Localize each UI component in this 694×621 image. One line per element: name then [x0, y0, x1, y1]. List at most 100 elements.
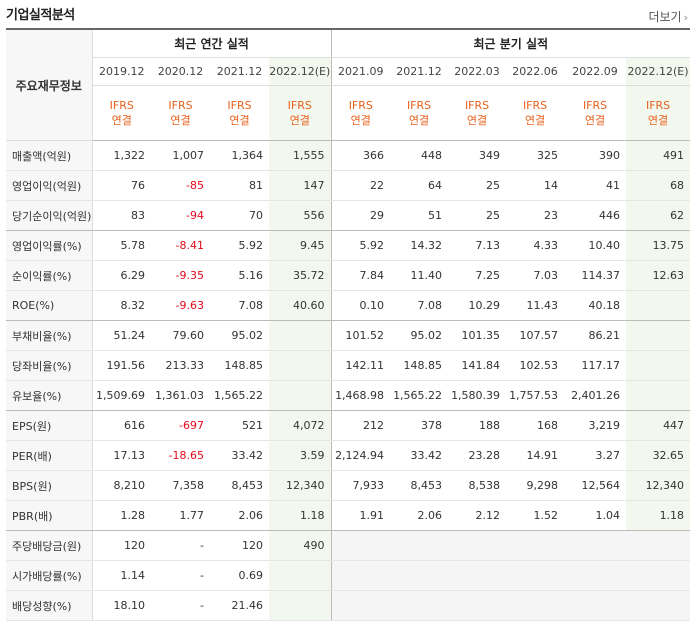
table-cell: -	[151, 530, 210, 561]
table-cell: 448	[390, 140, 449, 171]
basis-bottom-label: 연결	[408, 114, 430, 127]
table-row: PER(배) 17.13 -18.65 33.42 3.59 2,124.94 33.42 2…	[6, 440, 691, 471]
table-cell: 62	[626, 200, 691, 231]
table-row: EPS(원) 616 -697 521 4,072 212 378 188 168 3,219 44…	[6, 410, 691, 441]
table-cell: 1,468.98	[331, 380, 391, 411]
table-cell: 349	[448, 140, 507, 171]
table-cell: 213.33	[151, 350, 210, 381]
table-cell: 1.28	[92, 500, 151, 531]
table-cell: 17.13	[92, 440, 151, 471]
table-cell	[564, 560, 627, 591]
period-header: 2022.03	[448, 57, 507, 86]
table-cell: 148.85	[210, 350, 269, 381]
table-cell: 168	[506, 410, 565, 441]
table-row: 영업이익(억원) 76 -85 81 147 22 64 25 14 41 68	[6, 170, 691, 201]
table-row: 영업이익률(%) 5.78 -8.41 5.92 9.45 5.92 14.32 7.13 4.…	[6, 230, 691, 261]
table-cell: 390	[564, 140, 627, 171]
table-cell: 8,538	[448, 470, 507, 501]
table-cell: 7,358	[151, 470, 210, 501]
table-cell: 325	[506, 140, 565, 171]
basis-header: IFRS 연결	[331, 85, 391, 141]
table-cell: 378	[390, 410, 449, 441]
table-cell: 10.29	[448, 290, 507, 321]
table-cell: 1.52	[506, 500, 565, 531]
basis-bottom-label: 연결	[111, 114, 132, 127]
table-corner-label: 주요재무정보	[6, 28, 93, 141]
table-cell: 95.02	[210, 320, 269, 351]
table-cell: 1.18	[269, 500, 332, 531]
row-label: 당기순이익(억원)	[6, 200, 93, 231]
table-cell: 616	[92, 410, 151, 441]
table-cell: 142.11	[331, 350, 391, 381]
table-cell	[506, 590, 565, 621]
row-label: 유보율(%)	[6, 380, 93, 411]
table-cell: 4.33	[506, 230, 565, 261]
table-row: 주당배당금(원) 120-120 490	[6, 530, 691, 561]
table-cell	[331, 590, 391, 621]
table-cell: 7.08	[390, 290, 449, 321]
table-cell: 21.46	[210, 590, 269, 621]
table-cell: 7,933	[331, 470, 391, 501]
table-row: 배당성향(%) 18.10-21.46	[6, 590, 691, 621]
table-cell: 556	[269, 200, 332, 231]
basis-top-label: IFRS	[582, 99, 608, 112]
table-cell	[626, 560, 691, 591]
table-cell: 1,565.22	[390, 380, 449, 411]
table-cell: 2.06	[390, 500, 449, 531]
basis-bottom-label: 연결	[524, 114, 546, 127]
table-cell: 12,340	[626, 470, 691, 501]
more-link[interactable]: 더보기 ›	[648, 8, 688, 25]
table-cell: 9.45	[269, 230, 332, 261]
row-label: 시가배당률(%)	[6, 560, 93, 591]
table-cell: 83	[92, 200, 151, 231]
table-cell: 1,555	[269, 140, 332, 171]
table-cell: 76	[92, 170, 151, 201]
table-cell: 2,401.26	[564, 380, 627, 411]
table-cell: 101.52	[331, 320, 391, 351]
basis-bottom-label: 연결	[466, 114, 488, 127]
table-cell: 68	[626, 170, 691, 201]
table-cell	[626, 380, 691, 411]
period-header: 2020.12	[151, 57, 210, 86]
table-cell: 64	[390, 170, 449, 201]
table-cell	[269, 590, 332, 621]
table-cell: 8,453	[390, 470, 449, 501]
row-label: 당좌비율(%)	[6, 350, 93, 381]
table-cell: 1.04	[564, 500, 627, 531]
table-cell: 81	[210, 170, 269, 201]
basis-top-label: IFRS	[406, 99, 432, 112]
basis-top-label: IFRS	[227, 99, 252, 112]
table-cell: -	[151, 560, 210, 591]
table-cell	[390, 530, 449, 561]
table-row: BPS(원) 8,210 7,358 8,453 12,340 7,933 8,453 8,5…	[6, 470, 691, 501]
table-cell: 1,007	[151, 140, 210, 171]
more-link-label: 더보기	[648, 10, 682, 24]
table-cell: 14	[506, 170, 565, 201]
table-cell: 8,210	[92, 470, 151, 501]
table-cell: 51	[390, 200, 449, 231]
table-row: 부채비율(%) 51.24 79.60 95.02 101.52 95.02 101.35 1…	[6, 320, 691, 351]
table-row: PBR(배) 1.28 1.77 2.06 1.18 1.91 2.06 2.12 1.52 1.…	[6, 500, 691, 531]
table-cell: 148.85	[390, 350, 449, 381]
basis-bottom-label: 연결	[170, 114, 191, 127]
chevron-right-icon: ›	[683, 11, 688, 24]
table-cell	[331, 560, 391, 591]
period-header: 2021.09	[331, 57, 391, 86]
period-header: 2022.06	[506, 57, 565, 86]
basis-header: IFRS 연결	[448, 85, 507, 141]
table-cell: -8.41	[151, 230, 210, 261]
table-cell	[448, 590, 507, 621]
table-cell: 5.16	[210, 260, 269, 291]
row-label: PER(배)	[6, 440, 93, 471]
table-cell: 1.91	[331, 500, 391, 531]
basis-header: IFRS 연결	[210, 85, 269, 141]
table-cell: 7.03	[506, 260, 565, 291]
table-cell: 70	[210, 200, 269, 231]
table-cell: 11.43	[506, 290, 565, 321]
table-cell: 114.37	[564, 260, 627, 291]
table-cell: 8,453	[210, 470, 269, 501]
table-cell	[269, 380, 332, 411]
basis-bottom-label: 연결	[647, 114, 669, 127]
table-cell: 5.78	[92, 230, 151, 261]
table-cell: 23	[506, 200, 565, 231]
